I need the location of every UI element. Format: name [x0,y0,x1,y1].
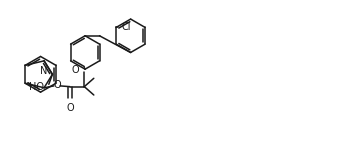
Text: O: O [72,65,79,75]
Text: HO: HO [29,82,44,92]
Text: O: O [66,103,74,113]
Text: O: O [53,80,61,90]
Text: Cl: Cl [121,22,131,32]
Text: N: N [41,66,48,76]
